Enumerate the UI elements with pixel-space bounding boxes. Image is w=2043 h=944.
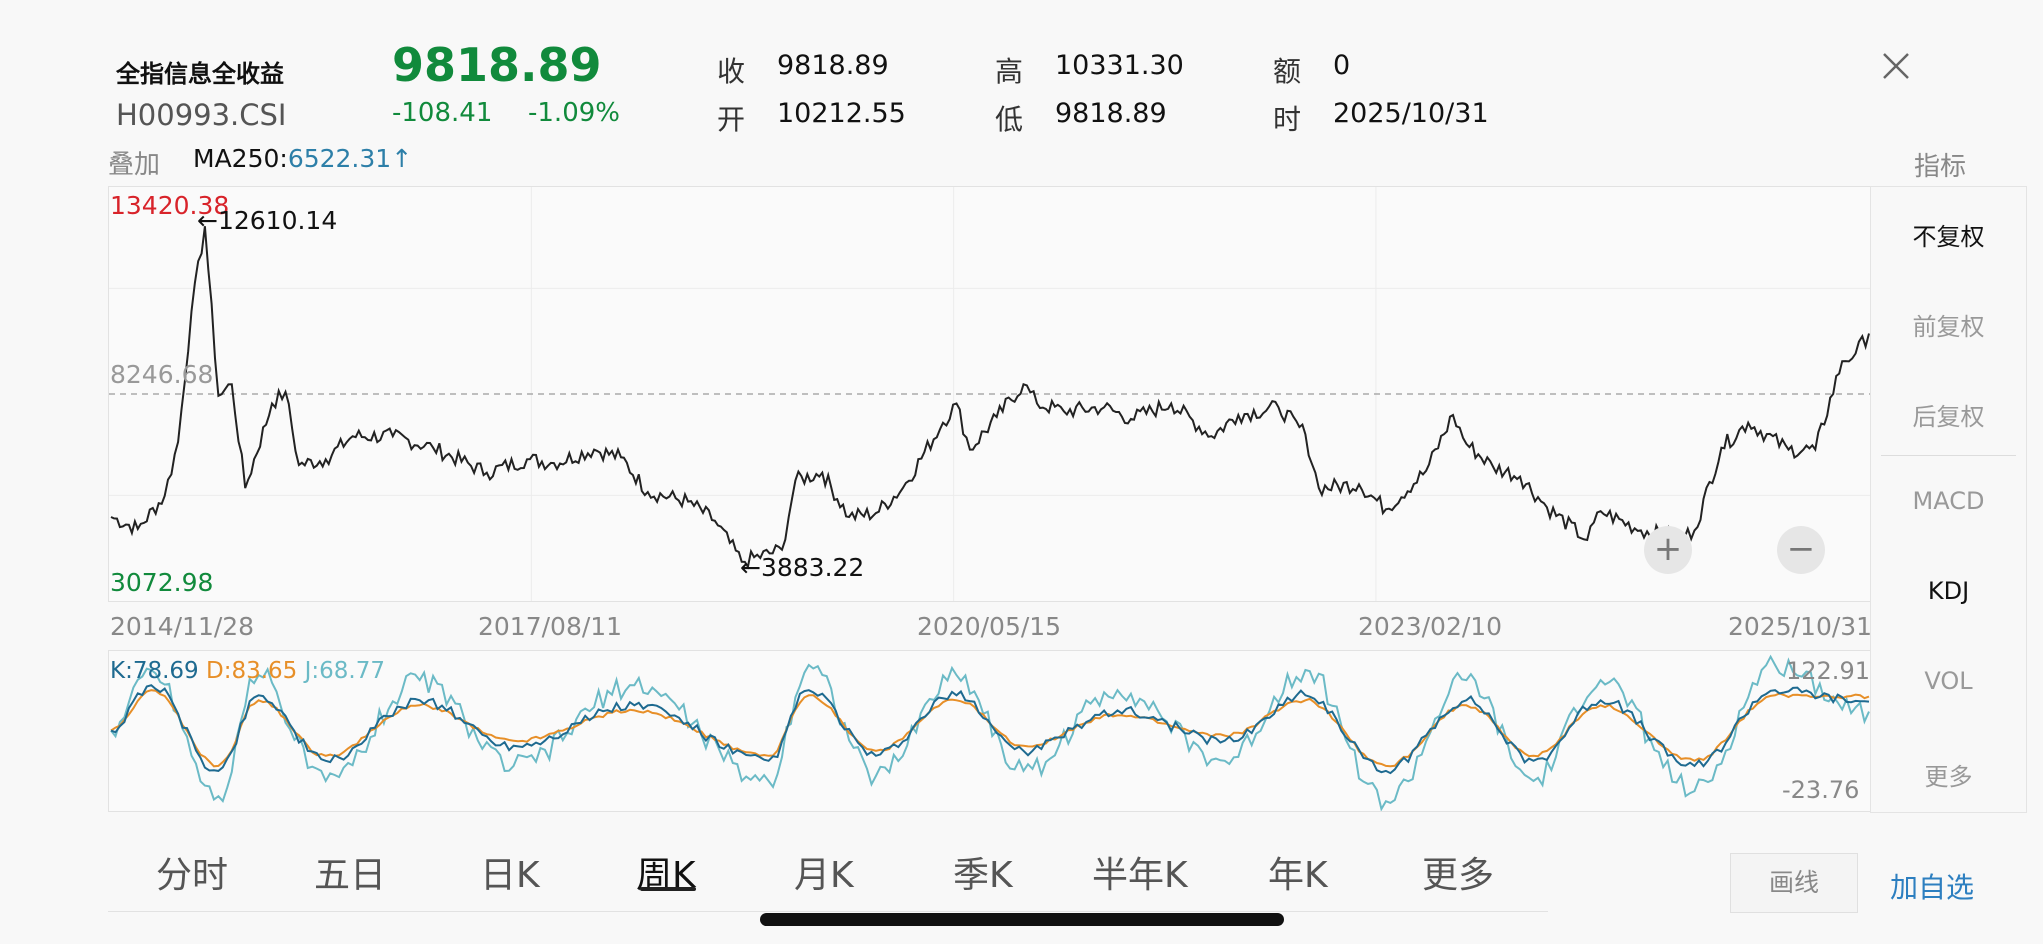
security-name: 全指信息全收益: [116, 60, 284, 88]
chart-options-sidebar: 不复权 前复权 后复权 MACD KDJ VOL 更多: [1870, 186, 2027, 813]
kdj-max-label: 122.91: [1786, 657, 1870, 685]
kdj-k-line: [110, 684, 1870, 775]
high-price-value: 10331.30: [1055, 50, 1184, 81]
kdj-chart: [110, 654, 1870, 811]
tab-monthly-k[interactable]: 月K: [794, 855, 854, 896]
close-button[interactable]: [1876, 46, 1916, 86]
sidebar-divider: [1881, 455, 2016, 456]
low-marker: ←3883.22: [740, 553, 864, 582]
price-series-line: [110, 226, 1870, 570]
zoom-in-icon: +: [1653, 529, 1683, 569]
option-forward-adjust[interactable]: 前复权: [1912, 313, 1985, 341]
tab-intraday[interactable]: 分时: [156, 855, 229, 896]
option-more[interactable]: 更多: [1924, 763, 1973, 791]
tab-five-day[interactable]: 五日: [314, 855, 387, 896]
time-value: 2025/10/31: [1333, 98, 1489, 129]
close-icon: [1883, 53, 1909, 79]
last-price: 9818.89: [392, 38, 602, 92]
home-indicator[interactable]: [760, 913, 1284, 926]
time-label: 时: [1273, 103, 1302, 136]
price-change-percent: -1.09%: [528, 98, 620, 128]
zoom-in-button[interactable]: +: [1644, 526, 1692, 574]
ma250-value: 6522.31: [287, 144, 392, 173]
tabs-divider: [108, 911, 1548, 912]
draw-line-button[interactable]: 画线: [1730, 853, 1858, 913]
open-price-label: 开: [717, 103, 746, 136]
security-code: H00993.CSI: [116, 98, 287, 132]
tab-quarterly-k[interactable]: 季K: [953, 855, 1013, 896]
kdj-k-label: K:78.69: [110, 658, 199, 684]
close-price-label: 收: [717, 55, 746, 88]
price-change: -108.41: [392, 98, 493, 128]
y-mid-label: 8246.68: [110, 360, 214, 389]
kdj-j-label: J:68.77: [304, 658, 386, 684]
date-tick: 2023/02/10: [1358, 612, 1503, 641]
amount-label: 额: [1273, 55, 1302, 88]
tab-more[interactable]: 更多: [1422, 855, 1495, 896]
option-macd[interactable]: MACD: [1912, 487, 1985, 515]
price-chart: [109, 187, 1871, 601]
active-tab-indicator: [640, 887, 696, 891]
y-max-label: 13420.38: [110, 191, 230, 220]
add-favorite-button[interactable]: 加自选: [1890, 871, 1975, 904]
option-kdj[interactable]: KDJ: [1927, 577, 1970, 605]
y-min-label: 3072.98: [110, 568, 214, 597]
low-price-value: 9818.89: [1055, 98, 1167, 129]
date-tick: 2014/11/28: [110, 612, 255, 641]
date-tick: 2025/10/31: [1728, 612, 1873, 641]
option-vol[interactable]: VOL: [1924, 667, 1973, 695]
close-price-value: 9818.89: [777, 50, 889, 81]
arrow-up-icon: ↑: [391, 144, 413, 173]
kdj-d-label: D:83.65: [206, 658, 298, 684]
kdj-chart-panel[interactable]: [108, 650, 1872, 812]
date-tick: 2020/05/15: [917, 612, 1062, 641]
ma250-indicator: MA250:6522.31↑: [193, 144, 412, 173]
arrow-left-icon: ←: [740, 553, 761, 582]
overlay-button[interactable]: 叠加: [108, 150, 161, 180]
option-backward-adjust[interactable]: 后复权: [1912, 403, 1985, 431]
tab-yearly-k[interactable]: 年K: [1268, 855, 1328, 896]
option-no-adjust[interactable]: 不复权: [1912, 223, 1985, 251]
open-price-value: 10212.55: [777, 98, 906, 129]
arrow-left-icon: ←: [197, 206, 218, 235]
zoom-out-button[interactable]: −: [1777, 526, 1825, 574]
price-chart-panel[interactable]: [108, 186, 1872, 602]
amount-value: 0: [1333, 50, 1351, 81]
date-tick: 2017/08/11: [478, 612, 623, 641]
high-price-label: 高: [995, 55, 1024, 88]
zoom-out-icon: −: [1786, 529, 1816, 569]
low-price-label: 低: [995, 103, 1024, 136]
kdj-legend: K:78.69 D:83.65 J:68.77: [110, 658, 385, 684]
high-marker: ←12610.14: [197, 206, 337, 235]
tab-daily-k[interactable]: 日K: [480, 855, 540, 896]
indicator-button[interactable]: 指标: [1914, 152, 1967, 182]
ma250-label: MA250:: [193, 144, 288, 173]
tab-half-year-k[interactable]: 半年K: [1092, 855, 1188, 896]
high-marker-value: 12610.14: [217, 206, 338, 235]
kdj-min-label: -23.76: [1782, 776, 1860, 804]
low-marker-value: 3883.22: [760, 553, 865, 582]
